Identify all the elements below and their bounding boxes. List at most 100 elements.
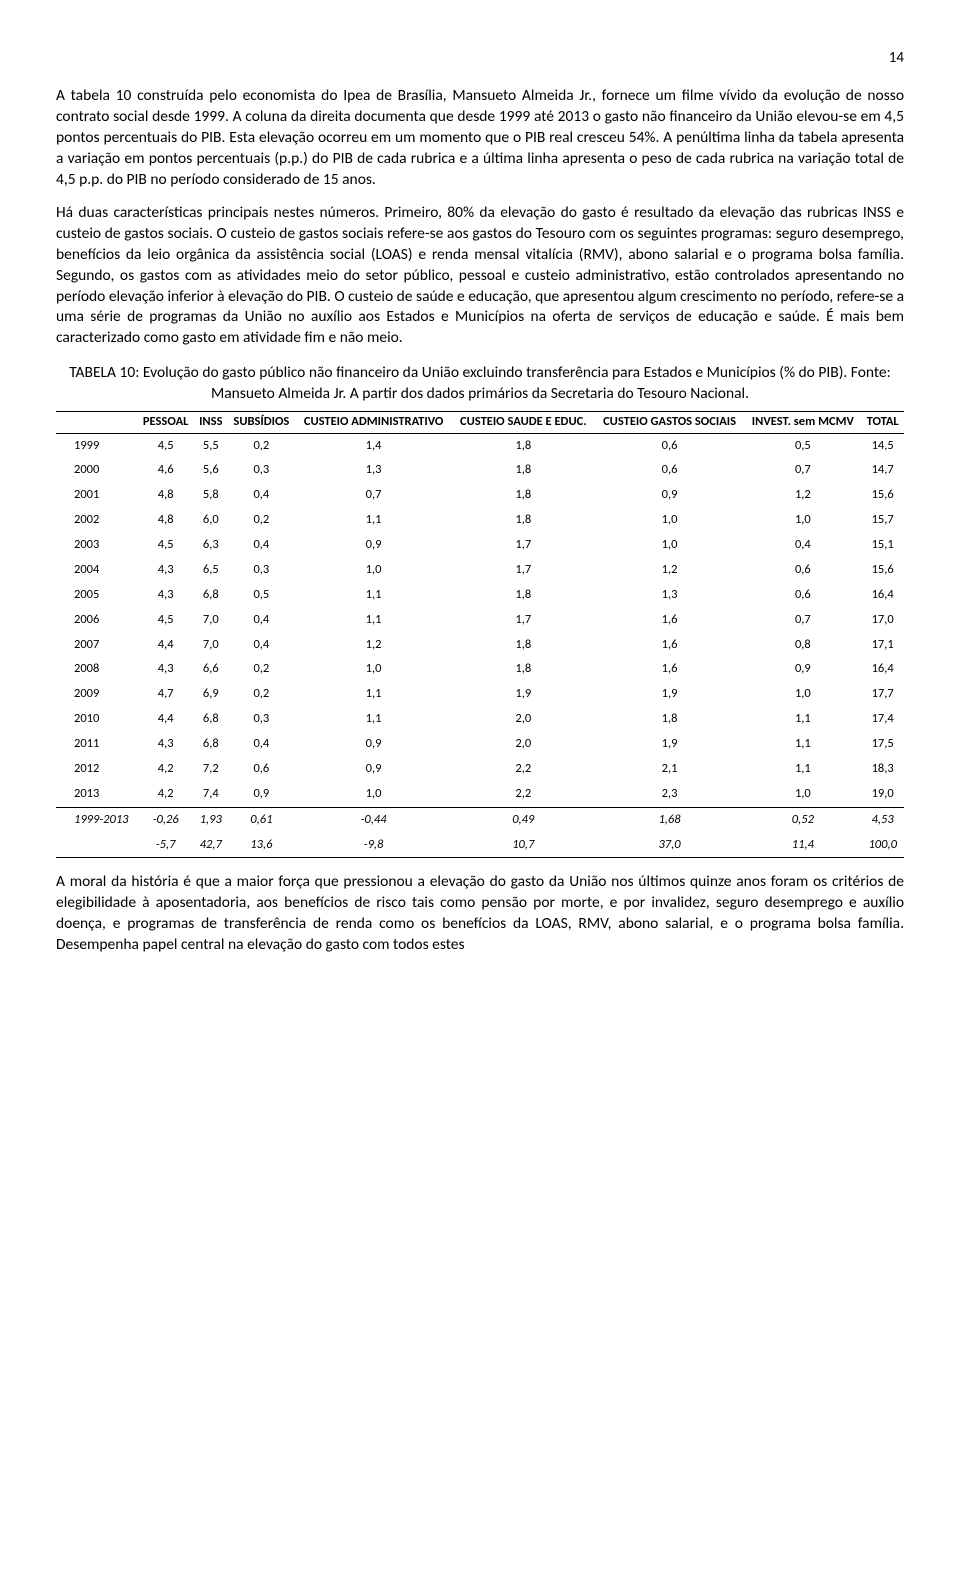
table-cell: 42,7 <box>194 833 227 858</box>
table-row: 20004,65,60,31,31,80,60,714,7 <box>56 458 904 483</box>
table-cell: 2008 <box>56 657 137 682</box>
table-cell <box>56 833 137 858</box>
table-cell: 4,6 <box>137 458 194 483</box>
col-total: TOTAL <box>861 412 904 433</box>
table-cell: 6,6 <box>194 657 227 682</box>
table-cell: 0,61 <box>227 807 295 832</box>
table-cell: 4,5 <box>137 533 194 558</box>
table-cell: 1,6 <box>595 633 745 658</box>
table-cell: 0,7 <box>295 483 452 508</box>
table-cell: -9,8 <box>295 833 452 858</box>
table-cell: 1,1 <box>295 682 452 707</box>
table-cell: 17,7 <box>861 682 904 707</box>
table-row: 20044,36,50,31,01,71,20,615,6 <box>56 558 904 583</box>
paragraph-2: Há duas características principais neste… <box>56 203 904 349</box>
table-cell: 2004 <box>56 558 137 583</box>
table-cell: 7,4 <box>194 782 227 807</box>
table-cell: 0,6 <box>744 558 861 583</box>
table-cell: 0,7 <box>744 458 861 483</box>
table-cell: 0,4 <box>227 483 295 508</box>
table-cell: 6,3 <box>194 533 227 558</box>
table-cell: 5,8 <box>194 483 227 508</box>
table-cell: 0,4 <box>227 633 295 658</box>
table-cell: 1,93 <box>194 807 227 832</box>
table-cell: 0,9 <box>744 657 861 682</box>
table-cell: 0,6 <box>227 757 295 782</box>
table-cell: 1,8 <box>452 633 595 658</box>
table-cell: 1,8 <box>452 483 595 508</box>
col-inss: INSS <box>194 412 227 433</box>
table-cell: 0,2 <box>227 433 295 458</box>
table-cell: 1999-2013 <box>56 807 137 832</box>
table-cell: 1,8 <box>452 458 595 483</box>
table-cell: -0,26 <box>137 807 194 832</box>
table-row: 20024,86,00,21,11,81,01,015,7 <box>56 508 904 533</box>
table-cell: 2010 <box>56 707 137 732</box>
table-row: 20104,46,80,31,12,01,81,117,4 <box>56 707 904 732</box>
table-cell: 2,0 <box>452 707 595 732</box>
table-cell: 1,0 <box>295 782 452 807</box>
table-cell: 16,4 <box>861 657 904 682</box>
table-cell: 0,49 <box>452 807 595 832</box>
table-cell: 0,9 <box>227 782 295 807</box>
table-cell: 2000 <box>56 458 137 483</box>
table-cell: 1,1 <box>744 757 861 782</box>
table-cell: 0,8 <box>744 633 861 658</box>
table-cell: 2012 <box>56 757 137 782</box>
table-cell: 2,2 <box>452 782 595 807</box>
table-header-row: PESSOAL INSS SUBSÍDIOS CUSTEIO ADMINISTR… <box>56 412 904 433</box>
table-cell: 1,1 <box>744 732 861 757</box>
table-cell: 11,4 <box>744 833 861 858</box>
table-cell: 1,2 <box>595 558 745 583</box>
table-cell: 6,8 <box>194 707 227 732</box>
table-cell: 0,9 <box>295 757 452 782</box>
table-cell: 6,0 <box>194 508 227 533</box>
table-cell: 1,0 <box>295 657 452 682</box>
table-cell: 2002 <box>56 508 137 533</box>
table-cell: 1,7 <box>452 608 595 633</box>
table-cell: 7,0 <box>194 633 227 658</box>
table-cell: 1,6 <box>595 657 745 682</box>
table-cell: 0,4 <box>227 608 295 633</box>
col-custeio-sociais: CUSTEIO GASTOS SOCIAIS <box>595 412 745 433</box>
table-cell: 6,5 <box>194 558 227 583</box>
col-year <box>56 412 137 433</box>
table-cell: 0,2 <box>227 682 295 707</box>
table-cell: 4,5 <box>137 608 194 633</box>
table-cell: 1,2 <box>744 483 861 508</box>
table-cell: 2,2 <box>452 757 595 782</box>
table-cell: 2001 <box>56 483 137 508</box>
table-cell: 1,0 <box>744 782 861 807</box>
table-cell: 0,6 <box>744 583 861 608</box>
table-cell: 4,3 <box>137 732 194 757</box>
table-cell: 0,6 <box>595 458 745 483</box>
table-cell: 2,0 <box>452 732 595 757</box>
table-cell: 1999 <box>56 433 137 458</box>
table-cell: 1,1 <box>744 707 861 732</box>
table-cell: 1,0 <box>295 558 452 583</box>
table-cell: 7,2 <box>194 757 227 782</box>
table-cell: 7,0 <box>194 608 227 633</box>
table-cell: 1,8 <box>452 508 595 533</box>
col-subsidios: SUBSÍDIOS <box>227 412 295 433</box>
table-cell: 1,7 <box>452 558 595 583</box>
table-cell: 0,5 <box>744 433 861 458</box>
table-row: 20134,27,40,91,02,22,31,019,0 <box>56 782 904 807</box>
table-cell: 2,3 <box>595 782 745 807</box>
table-cell: 4,3 <box>137 583 194 608</box>
table-cell: 1,0 <box>744 682 861 707</box>
table-cell: 0,4 <box>744 533 861 558</box>
table-cell: 14,5 <box>861 433 904 458</box>
table-summary-row: 1999-2013-0,261,930,61-0,440,491,680,524… <box>56 807 904 832</box>
table-cell: 15,1 <box>861 533 904 558</box>
col-custeio-saude: CUSTEIO SAUDE E EDUC. <box>452 412 595 433</box>
table-cell: 0,3 <box>227 558 295 583</box>
table-cell: 17,5 <box>861 732 904 757</box>
table-cell: 1,1 <box>295 583 452 608</box>
table-cell: 0,6 <box>595 433 745 458</box>
table-cell: 1,0 <box>595 508 745 533</box>
table-cell: 15,6 <box>861 483 904 508</box>
table-cell: -5,7 <box>137 833 194 858</box>
table-cell: -0,44 <box>295 807 452 832</box>
table-cell: 1,1 <box>295 608 452 633</box>
